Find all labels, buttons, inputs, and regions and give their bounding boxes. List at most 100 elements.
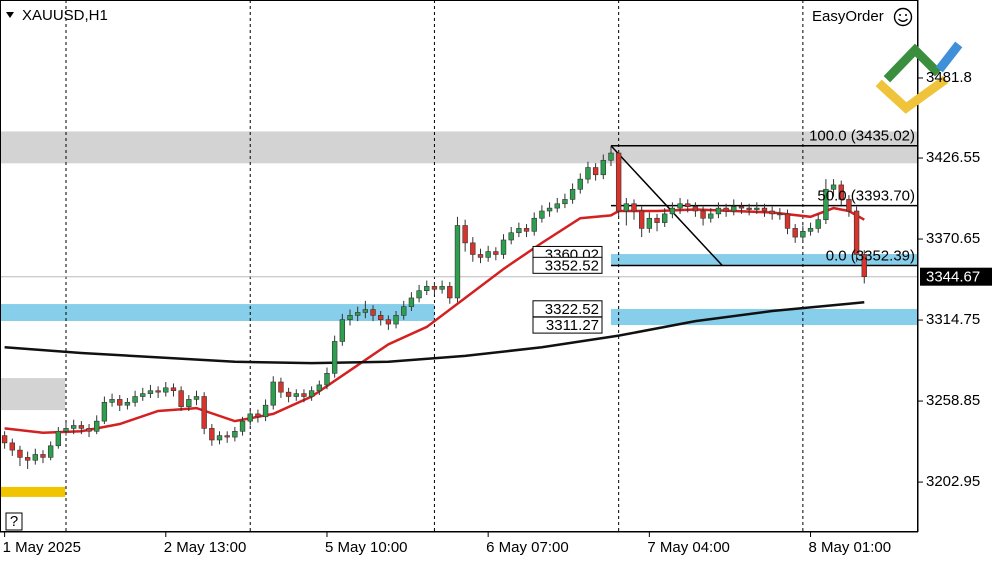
x-tick-label: 7 May 04:00	[647, 539, 730, 556]
y-tick-label: 3314.75	[926, 311, 980, 328]
candle-body	[416, 290, 422, 299]
candle-body	[186, 399, 192, 407]
fib-label: 0.0 (3352.39)	[826, 247, 915, 264]
candle-body	[9, 442, 15, 451]
price-label-box	[532, 256, 603, 274]
candle-body	[155, 390, 161, 393]
candle-body	[577, 178, 583, 190]
candle-body	[838, 184, 844, 200]
x-tick-label: 5 May 10:00	[325, 539, 408, 556]
candle-body	[562, 199, 568, 205]
candle-body	[101, 401, 108, 422]
candle-body	[523, 228, 530, 232]
candle-body	[163, 387, 169, 393]
candle-body	[631, 203, 637, 212]
x-tick-label: 6 May 07:00	[486, 539, 569, 556]
price-label: 3311.27	[546, 317, 599, 334]
candle-body	[71, 425, 77, 429]
candle-body	[132, 396, 138, 403]
x-tick-label: 1 May 2025	[3, 539, 81, 556]
candle-body	[24, 457, 31, 461]
fib-label: 50.0 (3393.70)	[817, 188, 915, 205]
candle-body	[662, 213, 668, 223]
candle-body	[55, 430, 62, 447]
candle-body	[477, 254, 484, 258]
candle-body	[608, 152, 614, 161]
x-tick-label: 8 May 01:00	[809, 539, 892, 556]
moving-average	[4, 206, 865, 434]
candle-body	[623, 203, 630, 212]
candle-body	[63, 428, 69, 432]
y-tick-label: 3258.85	[926, 392, 980, 409]
candle-body	[546, 207, 553, 212]
candle-body	[738, 206, 745, 209]
x-tick-label: 2 May 13:00	[164, 539, 247, 556]
candle-body	[316, 384, 322, 392]
candle-body	[715, 207, 722, 215]
help-button[interactable]	[5, 512, 23, 531]
candle-body	[677, 203, 683, 209]
zone	[0, 378, 66, 411]
candle-body	[209, 428, 215, 441]
candle-body	[585, 167, 591, 180]
candle-body	[531, 217, 537, 232]
menu-arrow[interactable]	[6, 12, 14, 18]
candle-body	[86, 428, 92, 432]
candle-body	[592, 167, 599, 176]
candle-body	[424, 286, 430, 292]
candle-body	[170, 387, 177, 392]
current-price-label: 3344.67	[926, 269, 980, 286]
candle-body	[378, 315, 384, 320]
candle-body	[516, 228, 522, 234]
candle-body	[117, 399, 123, 406]
candle-body	[815, 219, 821, 229]
plugin-name[interactable]: EasyOrder	[812, 8, 884, 25]
current-price-box	[920, 267, 992, 286]
candle-body	[370, 309, 376, 316]
candle-body	[40, 454, 46, 458]
fib-diagonal	[610, 145, 723, 267]
candle-body	[470, 242, 476, 255]
candle-body	[285, 391, 292, 397]
candle-body	[78, 425, 85, 429]
candle-body	[500, 239, 507, 255]
candle-body	[700, 210, 706, 219]
candle-body	[807, 228, 814, 232]
smiley[interactable]	[893, 7, 913, 27]
candle-body	[723, 207, 729, 212]
candle-body	[232, 430, 238, 438]
candle-body	[769, 210, 775, 215]
candle-body	[792, 228, 798, 238]
y-tick-label: 3426.55	[926, 149, 980, 166]
candle-body	[685, 203, 691, 207]
help-text[interactable]: ?	[10, 513, 18, 530]
candle-body	[861, 254, 867, 277]
zone	[610, 308, 918, 326]
candle-body	[646, 217, 653, 229]
candle-body	[447, 286, 453, 299]
candle-body	[638, 210, 645, 229]
candle-body	[247, 413, 253, 422]
candle-body	[278, 381, 284, 393]
candle-body	[301, 393, 307, 397]
candle-body	[800, 230, 806, 238]
candle-body	[708, 213, 714, 219]
candle-body	[339, 319, 346, 342]
candle-body	[32, 454, 38, 461]
symbol-title: XAUUSD,H1	[22, 7, 108, 24]
candle-body	[270, 381, 276, 406]
candle-body	[600, 159, 606, 176]
candle-body	[262, 404, 269, 418]
zone	[0, 486, 66, 497]
candle-body	[569, 188, 576, 200]
candle-body	[393, 315, 399, 325]
candle-body	[293, 393, 299, 397]
candle-body	[401, 306, 407, 316]
candle-body	[746, 207, 752, 210]
zone	[0, 131, 918, 164]
candle-body	[431, 286, 438, 290]
plot	[0, 0, 918, 532]
